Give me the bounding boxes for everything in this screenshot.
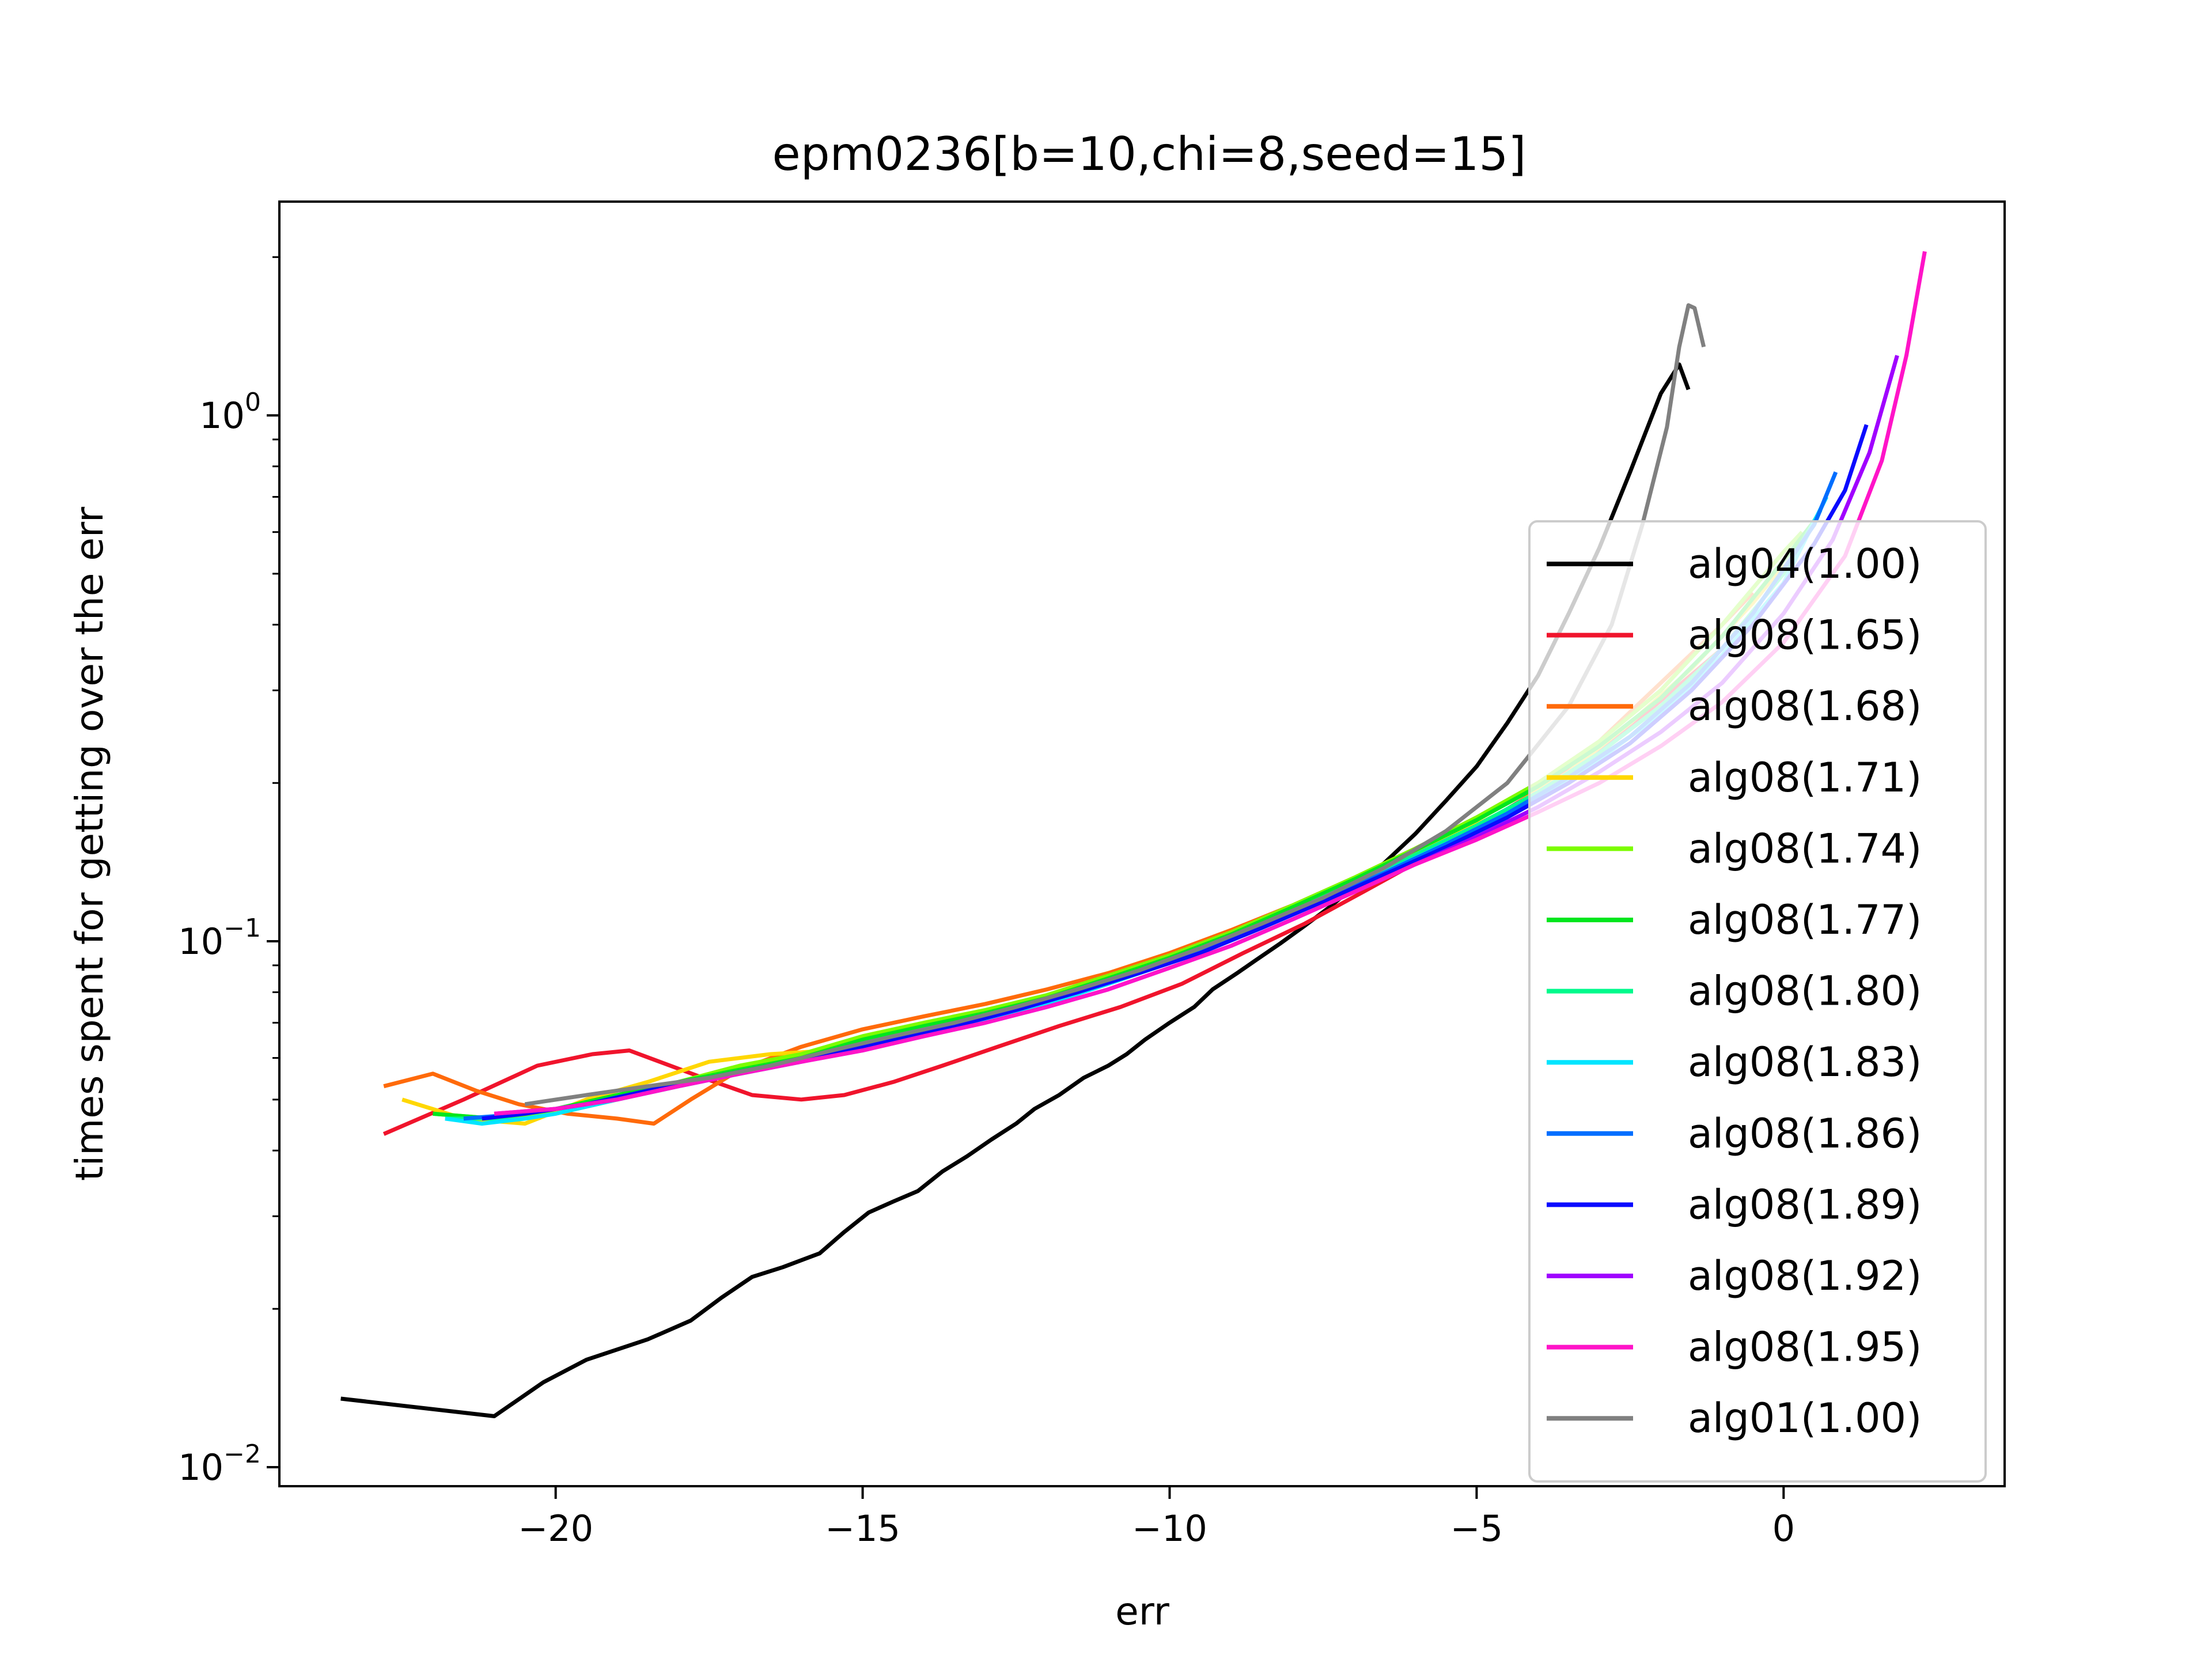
legend-entry-label: alg08(1.80) bbox=[1688, 968, 1922, 1015]
y-axis-label: times spent for getting over the err bbox=[67, 506, 112, 1181]
y-tick-label: 100 bbox=[199, 388, 261, 437]
legend-box bbox=[1528, 520, 1987, 1483]
x-tick-label: 0 bbox=[1772, 1508, 1795, 1550]
y-tick-label: 10−1 bbox=[178, 914, 261, 963]
x-tick-label: −20 bbox=[518, 1508, 593, 1550]
legend-entry-label: alg04(1.00) bbox=[1688, 540, 1922, 588]
x-tick-label: −10 bbox=[1132, 1508, 1207, 1550]
x-axis-label: err bbox=[1115, 1589, 1170, 1634]
x-tick-label: −5 bbox=[1450, 1508, 1503, 1550]
legend-entry-label: alg08(1.71) bbox=[1688, 754, 1922, 801]
series-line-12 bbox=[524, 303, 1706, 1107]
legend-entry-label: alg08(1.92) bbox=[1688, 1252, 1922, 1300]
x-tick-label: −15 bbox=[825, 1508, 900, 1550]
y-tick-label: 10−2 bbox=[178, 1440, 261, 1488]
legend-entry-label: alg08(1.77) bbox=[1688, 896, 1922, 944]
series-line-0 bbox=[340, 362, 1691, 1418]
legend-entry-label: alg08(1.83) bbox=[1688, 1039, 1922, 1086]
legend-entry-label: alg08(1.86) bbox=[1688, 1110, 1922, 1157]
chart-title: epm0236[b=10,chi=8,seed=15] bbox=[772, 127, 1527, 181]
legend-entry-label: alg01(1.00) bbox=[1688, 1395, 1922, 1442]
y-axis: 10−2 10−1 100 bbox=[178, 256, 279, 1488]
legend-entry-label: alg08(1.95) bbox=[1688, 1324, 1922, 1371]
legend-entry-label: alg08(1.65) bbox=[1688, 612, 1922, 659]
legend: alg04(1.00) alg08(1.65) alg08(1.68) alg08(1… bbox=[1528, 520, 1987, 1483]
legend-entry-label: alg08(1.68) bbox=[1688, 683, 1922, 730]
legend-entry-label: alg08(1.89) bbox=[1688, 1181, 1922, 1228]
x-axis: −20 −15 −10 −5 0 bbox=[518, 1486, 1795, 1550]
legend-entry-label: alg08(1.74) bbox=[1688, 825, 1922, 872]
plot-frame bbox=[278, 200, 2006, 1487]
